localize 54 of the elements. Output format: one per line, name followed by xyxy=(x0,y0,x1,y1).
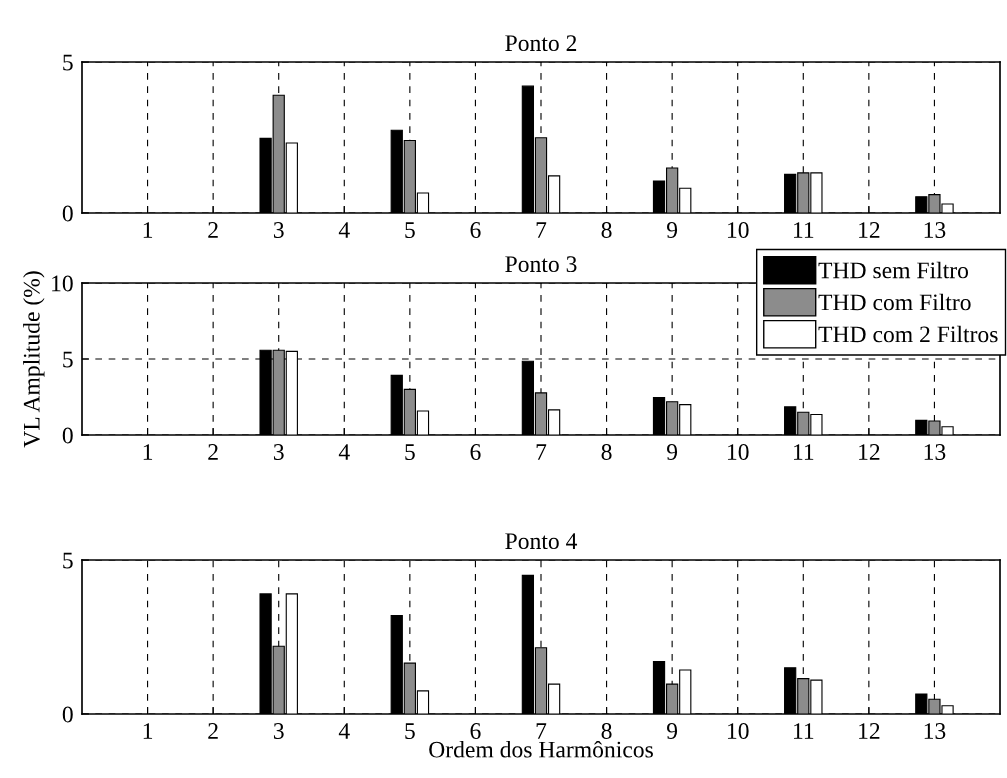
x-tick-label: 12 xyxy=(859,723,880,739)
x-tick-label: 4 xyxy=(338,222,350,238)
legend-label: THD com 2 Filtros xyxy=(818,325,998,343)
x-tick-label: 13 xyxy=(924,222,946,238)
x-tick-label: 13 xyxy=(924,444,946,460)
y-tick-label: 5 xyxy=(63,552,73,569)
x-tick-label: 4 xyxy=(338,723,350,739)
x-axis-title: Ordem dos Harmônicos xyxy=(429,740,653,758)
x-tick-label: 10 xyxy=(727,723,749,739)
y-tick-label: 0 xyxy=(62,427,73,444)
x-tick-label: 3 xyxy=(273,723,284,739)
chart-title: Ponto 4 xyxy=(505,533,578,550)
chart-title: Ponto 3 xyxy=(505,256,577,273)
x-tick-label: 9 xyxy=(667,444,678,460)
y-axis-title: VL Amplitude (%) xyxy=(23,271,45,448)
x-tick-label: 3 xyxy=(273,222,284,238)
x-tick-label: 7 xyxy=(536,222,547,238)
x-tick-label: 9 xyxy=(667,723,678,739)
x-tick-label: 8 xyxy=(601,222,612,238)
x-tick-label: 1 xyxy=(143,444,153,460)
x-tick-label: 6 xyxy=(470,222,481,238)
x-tick-label: 13 xyxy=(924,723,946,739)
x-tick-label: 5 xyxy=(405,723,415,739)
x-tick-label: 9 xyxy=(667,222,678,238)
x-tick-label: 11 xyxy=(794,222,814,238)
x-tick-label: 5 xyxy=(405,444,415,460)
x-tick-label: 1 xyxy=(143,723,153,739)
x-tick-label: 2 xyxy=(208,222,218,238)
legend-label: THD com Filtro xyxy=(818,293,971,311)
y-tick-label: 5 xyxy=(63,54,73,71)
x-tick-label: 3 xyxy=(273,444,284,460)
x-tick-label: 10 xyxy=(727,222,749,238)
x-tick-label: 6 xyxy=(470,444,481,460)
chart-title: Ponto 2 xyxy=(505,35,577,52)
x-tick-label: 6 xyxy=(470,723,481,739)
x-tick-label: 7 xyxy=(536,723,547,739)
y-tick-label: 5 xyxy=(63,351,73,368)
x-tick-label: 11 xyxy=(794,723,814,739)
x-tick-label: 8 xyxy=(601,444,612,460)
x-tick-label: 12 xyxy=(859,444,880,460)
x-tick-label: 4 xyxy=(338,444,350,460)
x-tick-label: 8 xyxy=(601,723,612,739)
y-tick-label: 0 xyxy=(62,706,73,723)
x-tick-label: 7 xyxy=(536,444,547,460)
x-tick-label: 12 xyxy=(859,222,880,238)
x-tick-label: 10 xyxy=(727,444,749,460)
x-tick-label: 2 xyxy=(208,723,218,739)
y-tick-label: 10 xyxy=(52,275,73,292)
x-tick-label: 11 xyxy=(794,444,814,460)
x-tick-label: 5 xyxy=(405,222,415,238)
x-tick-label: 2 xyxy=(208,444,218,460)
x-tick-label: 1 xyxy=(143,222,153,238)
legend-label: THD sem Filtro xyxy=(818,261,969,279)
y-tick-label: 0 xyxy=(62,205,73,222)
